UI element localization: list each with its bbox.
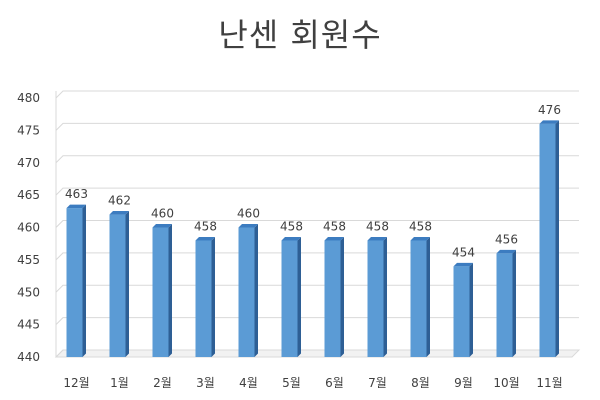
gridline [55,317,579,325]
bar-top [496,249,516,254]
x-tick-label: 5월 [282,376,301,390]
y-tick-label: 455 [17,253,40,267]
bar-side [469,262,473,357]
x-tick-label: 7월 [368,376,387,390]
bar-top [152,224,172,228]
bar-side [426,236,430,357]
gridline [55,220,579,228]
data-label: 454 [452,245,475,259]
bar [109,214,126,357]
x-tick-label: 9월 [454,376,473,390]
data-label: 458 [409,219,432,233]
x-tick-label: 11월 [536,376,562,390]
x-tick-label: 1월 [110,376,129,390]
gridline [55,284,579,293]
y-tick-label: 445 [17,318,40,332]
bar-top [195,236,215,241]
bar [152,227,169,357]
data-label: 458 [323,219,346,233]
bar-top [410,236,430,241]
y-tick-label: 440 [17,350,40,364]
gridline [55,252,579,261]
bar-top [367,236,387,241]
bar-side [340,236,344,357]
gridline [55,187,579,196]
data-label: 460 [237,207,260,221]
x-tick-label: 8월 [411,376,430,390]
chart-title: 난센 회원수 [218,16,382,54]
y-tick-label: 460 [17,221,40,235]
bar-side [82,204,86,357]
bar [367,240,384,357]
bar-side [125,211,129,357]
x-tick-label: 4월 [239,376,258,390]
bar-top [324,236,344,241]
gridline [55,90,579,99]
bar-side [168,224,172,357]
bar-top [281,236,301,241]
y-tick-label: 465 [17,188,40,202]
bar-top [109,211,129,215]
bar [539,123,556,358]
bar-side [512,249,516,357]
bar-top [66,204,86,209]
y-tick-label: 475 [17,123,40,137]
y-tick-label: 470 [17,156,40,170]
gridline [55,122,579,131]
bar [238,227,255,357]
bar [410,240,427,357]
data-label: 458 [366,219,389,233]
data-label: 456 [495,232,518,246]
bar-side [555,120,559,358]
bar-top [539,120,559,124]
bar [453,266,470,357]
bar [496,253,513,357]
bar-side [383,236,387,357]
data-label: 458 [194,219,217,233]
bar [281,240,298,357]
bar-side [254,224,258,357]
bar [324,240,341,357]
bar-top [453,262,473,267]
y-tick-label: 450 [17,285,40,299]
bar [195,240,212,357]
bar [66,208,83,357]
bar-side [211,236,215,357]
bar-top [238,224,258,228]
x-tick-label: 10월 [493,376,519,390]
data-label: 476 [538,103,561,117]
data-label: 458 [280,219,303,233]
x-tick-label: 2월 [153,376,172,390]
gridline [55,349,579,358]
bar-side [297,236,301,357]
x-tick-label: 12월 [63,376,89,390]
y-tick-label: 480 [17,91,40,105]
data-label: 460 [151,207,174,221]
x-tick-label: 6월 [325,376,344,390]
data-label: 463 [65,187,88,201]
data-label: 462 [108,194,131,208]
gridline [55,155,579,164]
x-tick-label: 3월 [196,376,215,390]
